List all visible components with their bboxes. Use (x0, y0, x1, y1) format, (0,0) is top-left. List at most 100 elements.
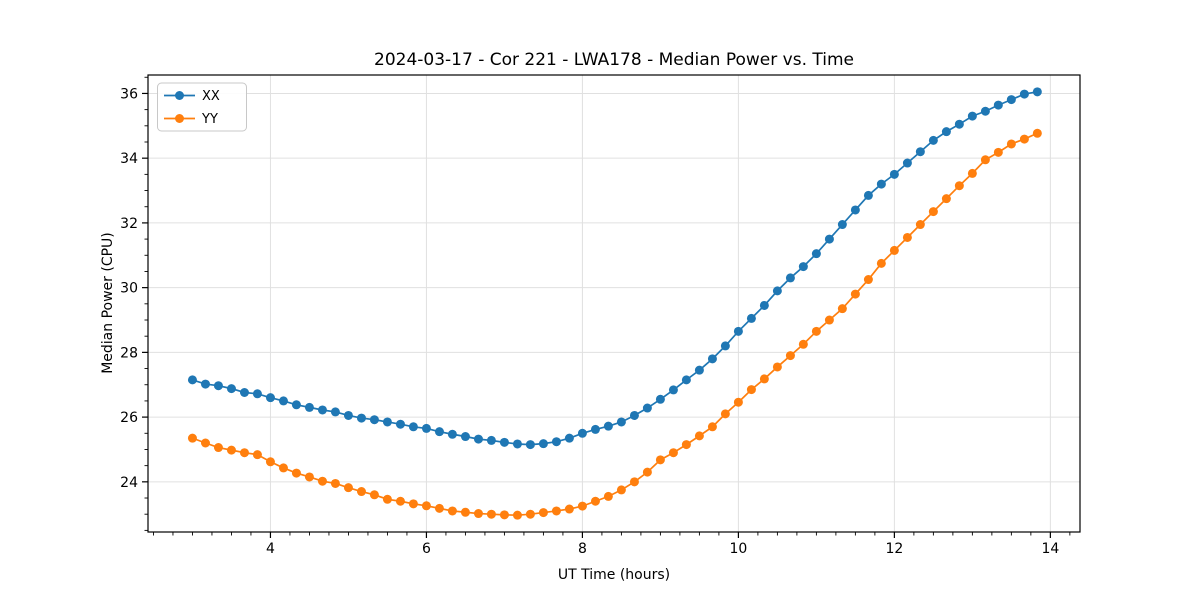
series-yy-point (616, 485, 626, 495)
series-xx-point (746, 313, 756, 323)
series-xx-point (1032, 87, 1042, 97)
series-yy-point (590, 496, 600, 506)
series-xx-point (889, 169, 899, 179)
series-yy-point (746, 385, 756, 395)
series-yy-point (421, 501, 431, 511)
legend-item-xx: XX (164, 89, 220, 104)
series-xx-point (811, 249, 821, 259)
series-yy-point (629, 477, 639, 487)
series-xx-point (720, 341, 730, 351)
series-yy-point (837, 304, 847, 314)
series-yy-point (577, 501, 587, 511)
series-xx-point (382, 417, 392, 427)
series-xx-point (200, 379, 210, 389)
series-xx-point (681, 375, 691, 385)
series-yy-point (265, 457, 275, 467)
series-xx-point (317, 405, 327, 415)
series-xx-point (629, 410, 639, 420)
series-yy-point (668, 448, 678, 458)
series-xx-point (538, 439, 548, 449)
x-axis-label: UT Time (hours) (558, 567, 670, 583)
legend-label-yy: YY (201, 112, 218, 127)
series-yy-point (369, 490, 379, 500)
series-yy-point (954, 181, 964, 191)
plot-frame (147, 74, 1081, 533)
series-xx-point (434, 427, 444, 437)
series-xx-point (343, 410, 353, 420)
series-xx-point (603, 421, 613, 431)
series-xx-point (356, 413, 366, 423)
series-yy-point (980, 155, 990, 165)
x-tick-label: 4 (266, 541, 275, 557)
series-xx-point (759, 300, 769, 310)
series-yy-point (642, 467, 652, 477)
series-yy-point (993, 147, 1003, 157)
y-tick-label: 26 (120, 410, 138, 426)
x-tick-label: 8 (578, 541, 587, 557)
series-yy-point (395, 496, 405, 506)
axis-ticks: 4 6 8 10 12 14 24 26 28 30 32 34 36 (120, 76, 1071, 557)
series-xx-point (876, 179, 886, 189)
series-xx-point (655, 394, 665, 404)
legend-item-yy: YY (164, 112, 218, 127)
series-yy-point (720, 409, 730, 419)
series-yy-point (759, 374, 769, 384)
series-xx-point (772, 286, 782, 296)
series-yy-point (551, 506, 561, 516)
series-yy-point (408, 499, 418, 509)
series-yy-point (1006, 139, 1016, 149)
series-yy-point (525, 509, 535, 519)
series-yy-point (187, 433, 197, 443)
series-yy-point (512, 510, 522, 520)
legend-marker-yy (175, 114, 184, 123)
series-yy-point (850, 289, 860, 299)
series-xx-point (694, 365, 704, 375)
series-yy-point (252, 450, 262, 460)
series-yy-point (811, 326, 821, 336)
series-xx-point (447, 429, 457, 439)
series-xx-point (525, 440, 535, 450)
series-xx-point (928, 135, 938, 145)
series-yy-point (915, 220, 925, 230)
series-xx-point (278, 396, 288, 406)
series-xx-point (1006, 95, 1016, 105)
series-xx-point (850, 205, 860, 215)
series-xx-point (187, 375, 197, 385)
x-tick-label: 6 (422, 541, 431, 557)
series-yy-point (434, 503, 444, 513)
series-yy-point (499, 510, 509, 520)
series-xx-point (239, 388, 249, 397)
series-xx-point (798, 262, 808, 272)
series-xx-point (252, 389, 262, 399)
data-series (187, 87, 1042, 520)
series-xx-point (226, 384, 236, 394)
series-xx-point (616, 417, 626, 427)
series-xx-point (863, 190, 873, 200)
series-xx-point (1019, 89, 1029, 99)
series-yy-point (876, 258, 886, 268)
series-yy-point (239, 448, 249, 458)
series-xx-point (551, 437, 561, 447)
series-yy-point (447, 506, 457, 516)
series-yy-point (694, 431, 704, 441)
series-xx-markers (187, 87, 1042, 450)
series-xx-point (408, 422, 418, 432)
series-yy-point (278, 463, 288, 473)
legend: XX YY (157, 82, 247, 132)
series-yy-point (733, 397, 743, 407)
series-yy-point (473, 509, 483, 519)
series-xx-point (395, 419, 405, 429)
series-yy-point (889, 245, 899, 255)
series-yy-point (928, 207, 938, 217)
series-yy-point (603, 491, 613, 501)
y-tick-label: 36 (120, 86, 138, 102)
series-xx-point (915, 147, 925, 157)
series-yy-point (226, 445, 236, 455)
series-xx-point (421, 423, 431, 433)
series-yy-point (655, 455, 665, 465)
series-yy-point (200, 438, 210, 448)
series-xx-point (993, 100, 1003, 110)
series-xx-point (668, 385, 678, 395)
series-xx-point (369, 415, 379, 425)
